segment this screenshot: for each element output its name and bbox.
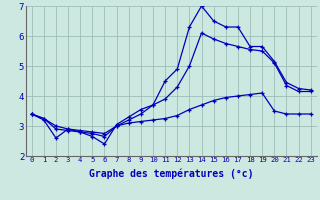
X-axis label: Graphe des températures (°c): Graphe des températures (°c) [89, 169, 253, 179]
